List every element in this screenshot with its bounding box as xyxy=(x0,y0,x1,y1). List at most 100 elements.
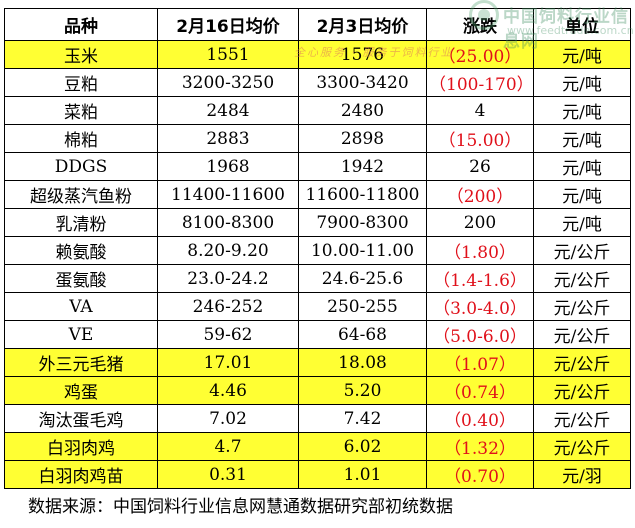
cell-unit: 元/吨 xyxy=(533,152,631,181)
header-row: 品种 2月16日均价 2月3日均价 涨跌 单位 xyxy=(4,8,631,41)
cell-unit: 元/吨 xyxy=(533,68,631,97)
cell-price-feb16: 59-62 xyxy=(157,320,299,349)
cell-variety: 超级蒸汽鱼粉 xyxy=(4,180,158,209)
price-table: 品种 2月16日均价 2月3日均价 涨跌 单位 玉米 1551 1576 （25.00… xyxy=(4,8,631,489)
cell-price-feb3: 11600-11800 xyxy=(298,180,427,209)
cell-price-feb16: 11400-11600 xyxy=(157,180,299,209)
cell-price-feb3: 1942 xyxy=(298,152,427,181)
cell-unit: 元/公斤 xyxy=(533,404,631,433)
cell-variety: VE xyxy=(4,320,158,349)
cell-variety: 蛋氨酸 xyxy=(4,264,158,293)
header-change: 涨跌 xyxy=(426,8,534,41)
cell-change: （0.70） xyxy=(426,460,534,489)
cell-variety: 玉米 xyxy=(4,40,158,69)
table-row: 白羽肉鸡 4.7 6.02 （1.32） 元/公斤 xyxy=(4,432,631,461)
cell-unit: 元/公斤 xyxy=(533,320,631,349)
cell-price-feb16: 17.01 xyxy=(157,348,299,377)
table-row: 棉粕 2883 2898 （15.00） 元/吨 xyxy=(4,124,631,153)
cell-price-feb3: 18.08 xyxy=(298,348,427,377)
header-price-feb3: 2月3日均价 xyxy=(298,8,427,41)
cell-variety: 菜粕 xyxy=(4,96,158,125)
cell-price-feb16: 8.20-9.20 xyxy=(157,236,299,265)
cell-change: （0.74） xyxy=(426,376,534,405)
cell-price-feb16: 2484 xyxy=(157,96,299,125)
table-row: 赖氨酸 8.20-9.20 10.00-11.00 （1.80） 元/公斤 xyxy=(4,236,631,265)
cell-price-feb16: 4.46 xyxy=(157,376,299,405)
header-price-feb16: 2月16日均价 xyxy=(157,8,299,41)
cell-variety: 棉粕 xyxy=(4,124,158,153)
cell-change: 4 xyxy=(426,96,534,125)
table-row: 超级蒸汽鱼粉 11400-11600 11600-11800 （200） 元/吨 xyxy=(4,180,631,209)
cell-unit: 元/吨 xyxy=(533,96,631,125)
table-row: 鸡蛋 4.46 5.20 （0.74） 元/公斤 xyxy=(4,376,631,405)
cell-variety: 豆粕 xyxy=(4,68,158,97)
cell-price-feb3: 24.6-25.6 xyxy=(298,264,427,293)
cell-change: （15.00） xyxy=(426,124,534,153)
table-row: 菜粕 2484 2480 4 元/吨 xyxy=(4,96,631,125)
table-row: 豆粕 3200-3250 3300-3420 （100-170） 元/吨 xyxy=(4,68,631,97)
cell-variety: 白羽肉鸡苗 xyxy=(4,460,158,489)
cell-variety: DDGS xyxy=(4,152,158,181)
cell-change: （25.00） xyxy=(426,40,534,69)
cell-change: （1.4-1.6） xyxy=(426,264,534,293)
table-row: 淘汰蛋毛鸡 7.02 7.42 （0.40） 元/公斤 xyxy=(4,404,631,433)
table-row: 玉米 1551 1576 （25.00） 元/吨 xyxy=(4,40,631,69)
cell-price-feb3: 2898 xyxy=(298,124,427,153)
table-row: 外三元毛猪 17.01 18.08 （1.07） 元/公斤 xyxy=(4,348,631,377)
cell-price-feb16: 1968 xyxy=(157,152,299,181)
cell-price-feb16: 8100-8300 xyxy=(157,208,299,237)
cell-change: （1.80） xyxy=(426,236,534,265)
cell-price-feb3: 3300-3420 xyxy=(298,68,427,97)
cell-unit: 元/吨 xyxy=(533,208,631,237)
cell-change: （200） xyxy=(426,180,534,209)
cell-price-feb3: 6.02 xyxy=(298,432,427,461)
cell-price-feb3: 7.42 xyxy=(298,404,427,433)
cell-unit: 元/公斤 xyxy=(533,292,631,321)
cell-change: （1.32） xyxy=(426,432,534,461)
cell-variety: VA xyxy=(4,292,158,321)
cell-price-feb3: 64-68 xyxy=(298,320,427,349)
cell-change: （5.0-6.0） xyxy=(426,320,534,349)
cell-unit: 元/公斤 xyxy=(533,432,631,461)
cell-price-feb16: 1551 xyxy=(157,40,299,69)
cell-price-feb3: 2480 xyxy=(298,96,427,125)
cell-change: 200 xyxy=(426,208,534,237)
cell-price-feb3: 250-255 xyxy=(298,292,427,321)
cell-change: （100-170） xyxy=(426,68,534,97)
cell-price-feb3: 1.01 xyxy=(298,460,427,489)
cell-price-feb3: 1576 xyxy=(298,40,427,69)
cell-variety: 乳清粉 xyxy=(4,208,158,237)
cell-unit: 元/吨 xyxy=(533,124,631,153)
cell-price-feb3: 5.20 xyxy=(298,376,427,405)
table-row: VE 59-62 64-68 （5.0-6.0） 元/公斤 xyxy=(4,320,631,349)
cell-variety: 白羽肉鸡 xyxy=(4,432,158,461)
cell-unit: 元/公斤 xyxy=(533,264,631,293)
cell-change: （0.40） xyxy=(426,404,534,433)
header-variety: 品种 xyxy=(4,8,158,41)
cell-price-feb3: 10.00-11.00 xyxy=(298,236,427,265)
cell-variety: 鸡蛋 xyxy=(4,376,158,405)
cell-change: （3.0-4.0） xyxy=(426,292,534,321)
cell-variety: 赖氨酸 xyxy=(4,236,158,265)
header-unit: 单位 xyxy=(533,8,631,41)
table-row: 白羽肉鸡苗 0.31 1.01 （0.70） 元/羽 xyxy=(4,460,631,489)
cell-unit: 元/吨 xyxy=(533,180,631,209)
cell-change: （1.07） xyxy=(426,348,534,377)
table-row: VA 246-252 250-255 （3.0-4.0） 元/公斤 xyxy=(4,292,631,321)
table-row: 乳清粉 8100-8300 7900-8300 200 元/吨 xyxy=(4,208,631,237)
cell-price-feb3: 7900-8300 xyxy=(298,208,427,237)
cell-variety: 外三元毛猪 xyxy=(4,348,158,377)
table-row: 蛋氨酸 23.0-24.2 24.6-25.6 （1.4-1.6） 元/公斤 xyxy=(4,264,631,293)
cell-change: 26 xyxy=(426,152,534,181)
cell-price-feb16: 246-252 xyxy=(157,292,299,321)
cell-variety: 淘汰蛋毛鸡 xyxy=(4,404,158,433)
cell-price-feb16: 3200-3250 xyxy=(157,68,299,97)
cell-unit: 元/羽 xyxy=(533,460,631,489)
cell-unit: 元/吨 xyxy=(533,40,631,69)
cell-unit: 元/公斤 xyxy=(533,348,631,377)
cell-price-feb16: 2883 xyxy=(157,124,299,153)
cell-price-feb16: 7.02 xyxy=(157,404,299,433)
cell-price-feb16: 23.0-24.2 xyxy=(157,264,299,293)
table-row: DDGS 1968 1942 26 元/吨 xyxy=(4,152,631,181)
cell-unit: 元/公斤 xyxy=(533,236,631,265)
